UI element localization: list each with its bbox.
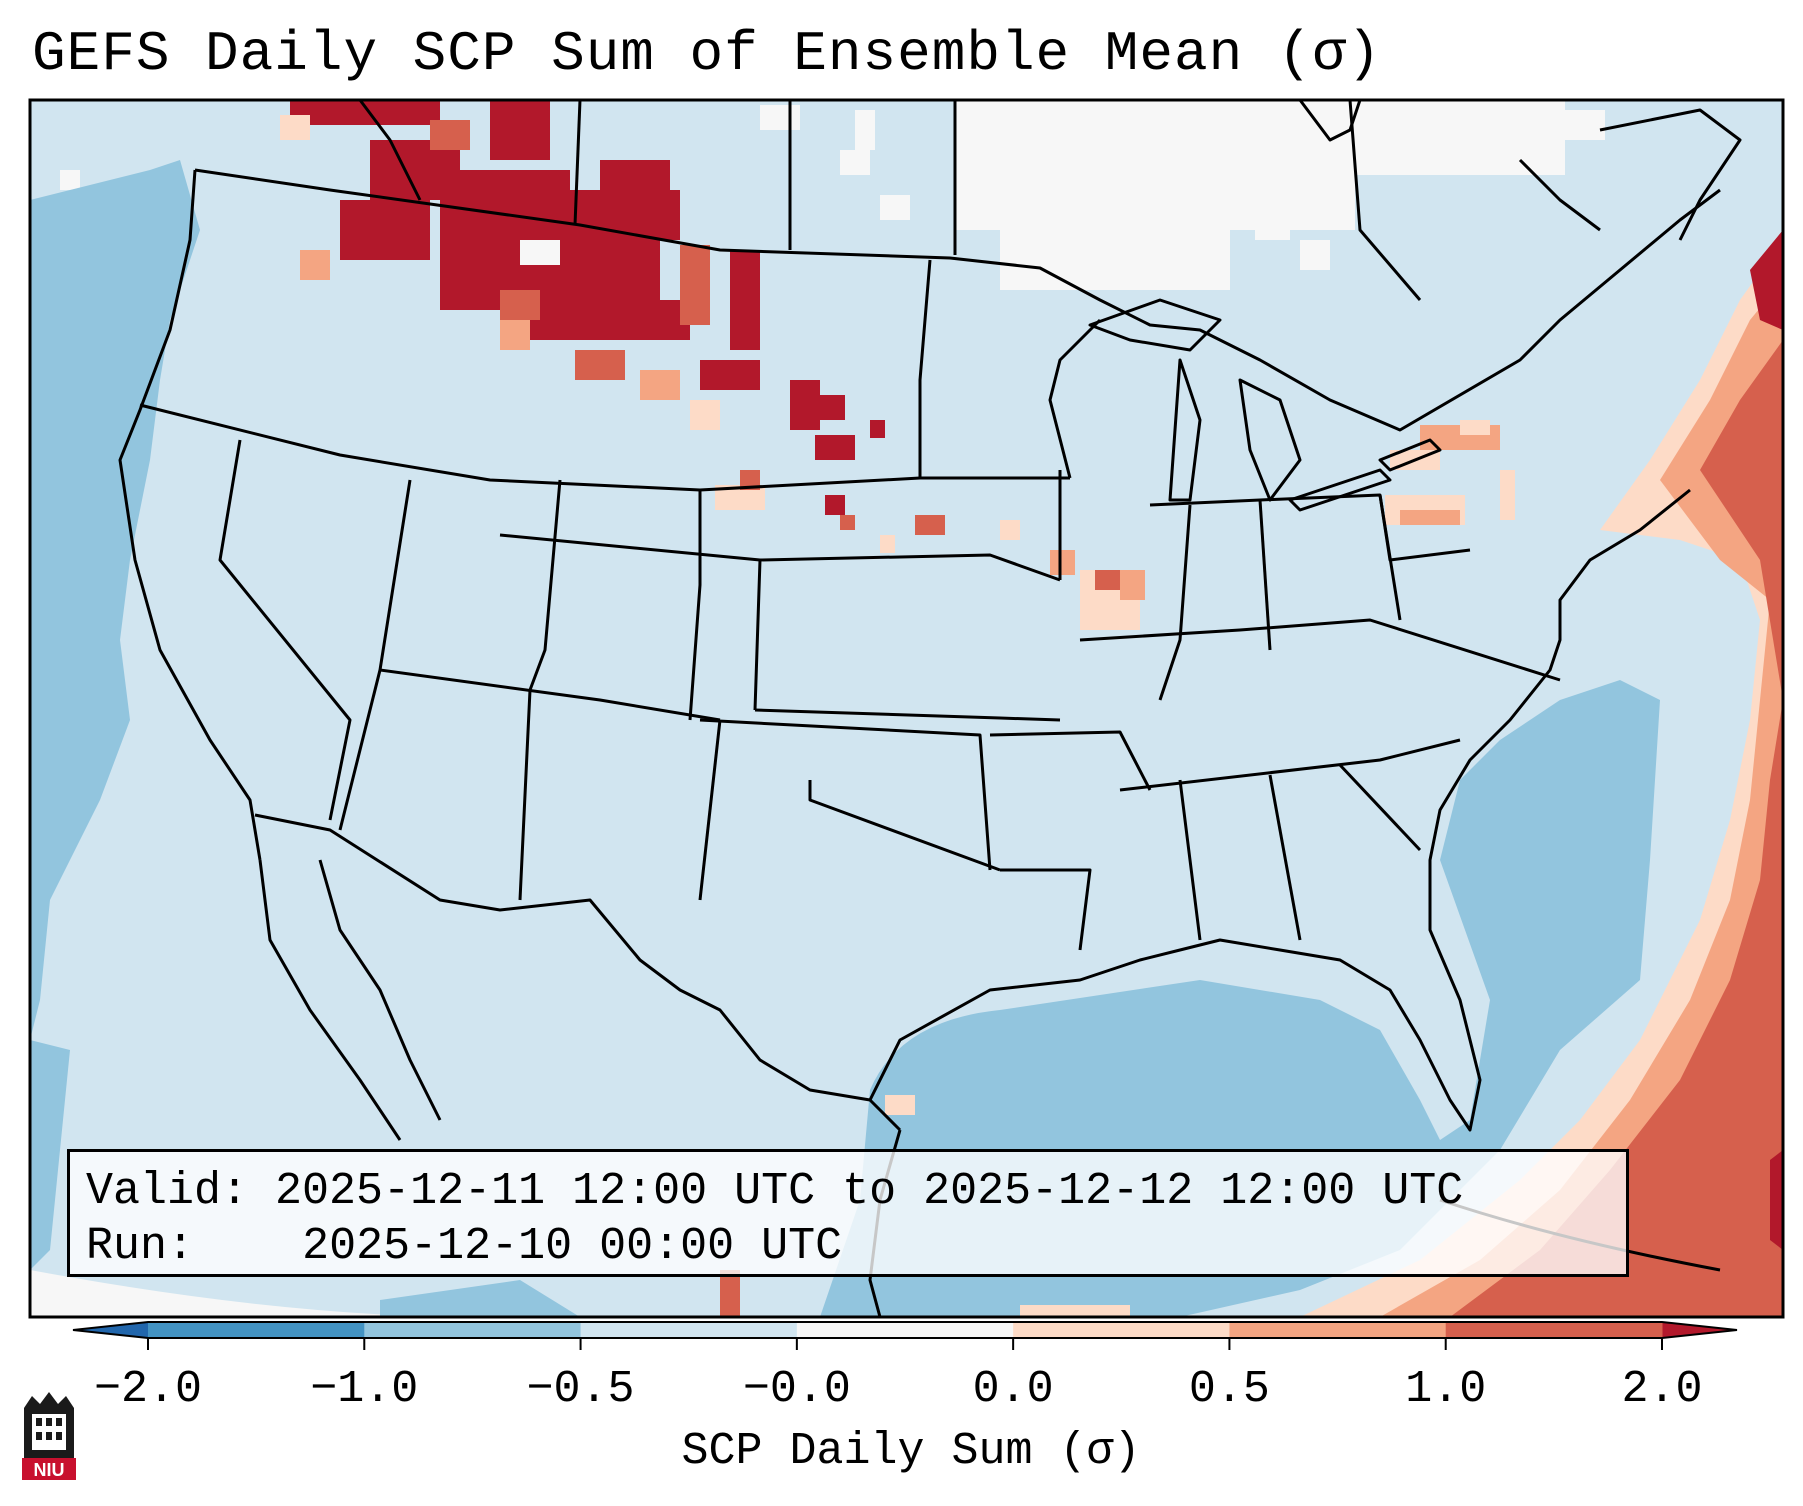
colorbar-segment bbox=[796, 1322, 1014, 1338]
positive-cluster-plains bbox=[720, 380, 1145, 1317]
positive-cluster-northwest bbox=[280, 100, 765, 510]
colorbar-tick-label: −2.0 bbox=[93, 1364, 203, 1415]
map-panel bbox=[30, 100, 1783, 1317]
colorbar-tick-label: 0.0 bbox=[972, 1364, 1054, 1415]
valid-time-box: Valid: 2025-12-11 12:00 UTC to 2025-12-1… bbox=[67, 1149, 1629, 1277]
colorbar-segment bbox=[1445, 1322, 1663, 1338]
positive-cluster-northeast bbox=[1385, 420, 1515, 525]
niu-logo-icon: NIU bbox=[22, 1392, 76, 1480]
positive-region bbox=[1300, 230, 1783, 1317]
colorbar-tick-label: 2.0 bbox=[1621, 1364, 1703, 1415]
run-value: 2025-12-10 00:00 UTC bbox=[302, 1221, 843, 1272]
map-title: GEFS Daily SCP Sum of Ensemble Mean (σ) bbox=[32, 22, 1382, 86]
colorbar-segment bbox=[1013, 1322, 1230, 1338]
colorbar-tick-label: −0.5 bbox=[526, 1364, 635, 1415]
colorbar bbox=[72, 1321, 1738, 1350]
map-boundaries bbox=[118, 100, 1742, 1317]
colorbar-tick-label: −0.0 bbox=[742, 1364, 851, 1415]
near-zero-region bbox=[30, 100, 1605, 1317]
colorbar-segment bbox=[1229, 1322, 1447, 1338]
colorbar-tick-label: 1.0 bbox=[1405, 1364, 1487, 1415]
run-label: Run: bbox=[86, 1221, 195, 1272]
colorbar-segment bbox=[364, 1322, 582, 1338]
colorbar-tick-label: −1.0 bbox=[310, 1364, 419, 1415]
colorbar-tick-label: 0.5 bbox=[1188, 1364, 1270, 1415]
svg-text:NIU: NIU bbox=[34, 1460, 65, 1480]
colorbar-extend-min bbox=[73, 1322, 148, 1338]
map-frame bbox=[28, 98, 1785, 1319]
valid-value: 2025-12-11 12:00 UTC to 2025-12-12 12:00… bbox=[275, 1166, 1464, 1217]
colorbar-segment bbox=[580, 1322, 798, 1338]
colorbar-extend-max bbox=[1662, 1322, 1737, 1338]
colorbar-segment bbox=[148, 1322, 365, 1338]
colorbar-label: SCP Daily Sum (σ) bbox=[681, 1426, 1141, 1477]
valid-label: Valid: bbox=[86, 1166, 249, 1217]
